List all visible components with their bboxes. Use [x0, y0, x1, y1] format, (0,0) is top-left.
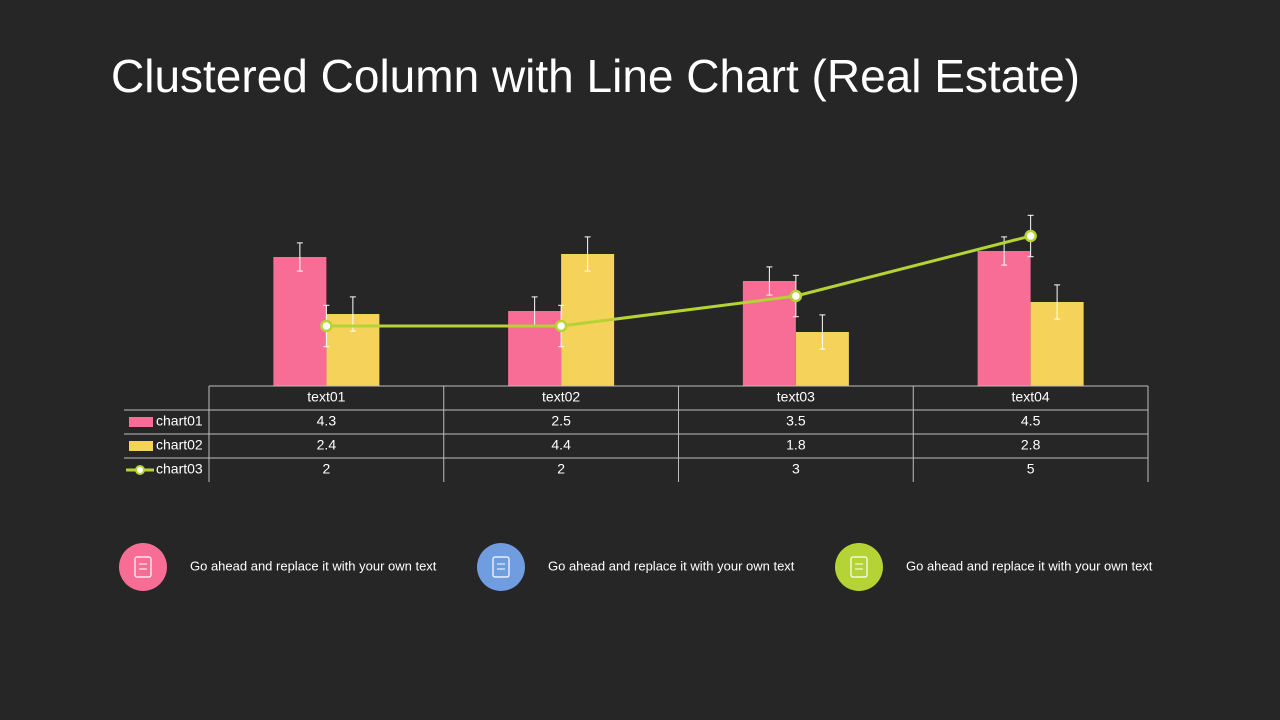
- error-bar: [819, 314, 826, 350]
- table-cell: 5: [1027, 461, 1035, 477]
- legend-label: chart01: [156, 413, 203, 429]
- bar: [977, 251, 1031, 386]
- line: [326, 234, 1031, 328]
- legend-key: [129, 441, 153, 451]
- legend-label: chart02: [156, 437, 203, 453]
- table-cell: 2: [557, 461, 565, 477]
- feature-icon-glyph: [850, 556, 868, 578]
- line-marker: [1024, 229, 1037, 243]
- table-cell: 4.3: [317, 413, 337, 429]
- feature-text: Go ahead and replace it with your own te…: [906, 558, 1153, 573]
- feature-text: Go ahead and replace it with your own te…: [548, 558, 795, 573]
- table-header: text02: [542, 389, 580, 405]
- error-bar: [766, 266, 773, 296]
- table-cell: 4.4: [551, 437, 571, 453]
- legend-key-marker: [135, 465, 145, 475]
- error-bar: [584, 236, 591, 272]
- table-header: text03: [777, 389, 815, 405]
- table-cell: 2: [322, 461, 330, 477]
- table-cell: 3.5: [786, 413, 806, 429]
- feature-icon-glyph: [492, 556, 510, 578]
- legend-label: chart03: [156, 461, 203, 477]
- feature-text: Go ahead and replace it with your own te…: [190, 558, 437, 573]
- table-cell: 1.8: [786, 437, 806, 453]
- table-cell: 2.8: [1021, 437, 1041, 453]
- feature-icon: [477, 543, 525, 591]
- table-cell: 2.4: [317, 437, 337, 453]
- table-header: text01: [307, 389, 345, 405]
- feature-icon-glyph: [134, 556, 152, 578]
- feature-icon: [835, 543, 883, 591]
- line-marker: [320, 319, 333, 333]
- bar: [273, 257, 327, 386]
- table-cell: 3: [792, 461, 800, 477]
- error-bar: [296, 242, 303, 272]
- chart-title: Clustered Column with Line Chart (Real E…: [111, 50, 1080, 102]
- table-cell: 2.5: [551, 413, 571, 429]
- line-marker: [789, 289, 803, 303]
- feature-icon: [119, 543, 167, 591]
- line-marker: [554, 319, 568, 333]
- table-header: text04: [1012, 389, 1050, 405]
- table-cell: 4.5: [1021, 413, 1041, 429]
- legend-key: [129, 417, 153, 427]
- error-bar: [1054, 284, 1061, 320]
